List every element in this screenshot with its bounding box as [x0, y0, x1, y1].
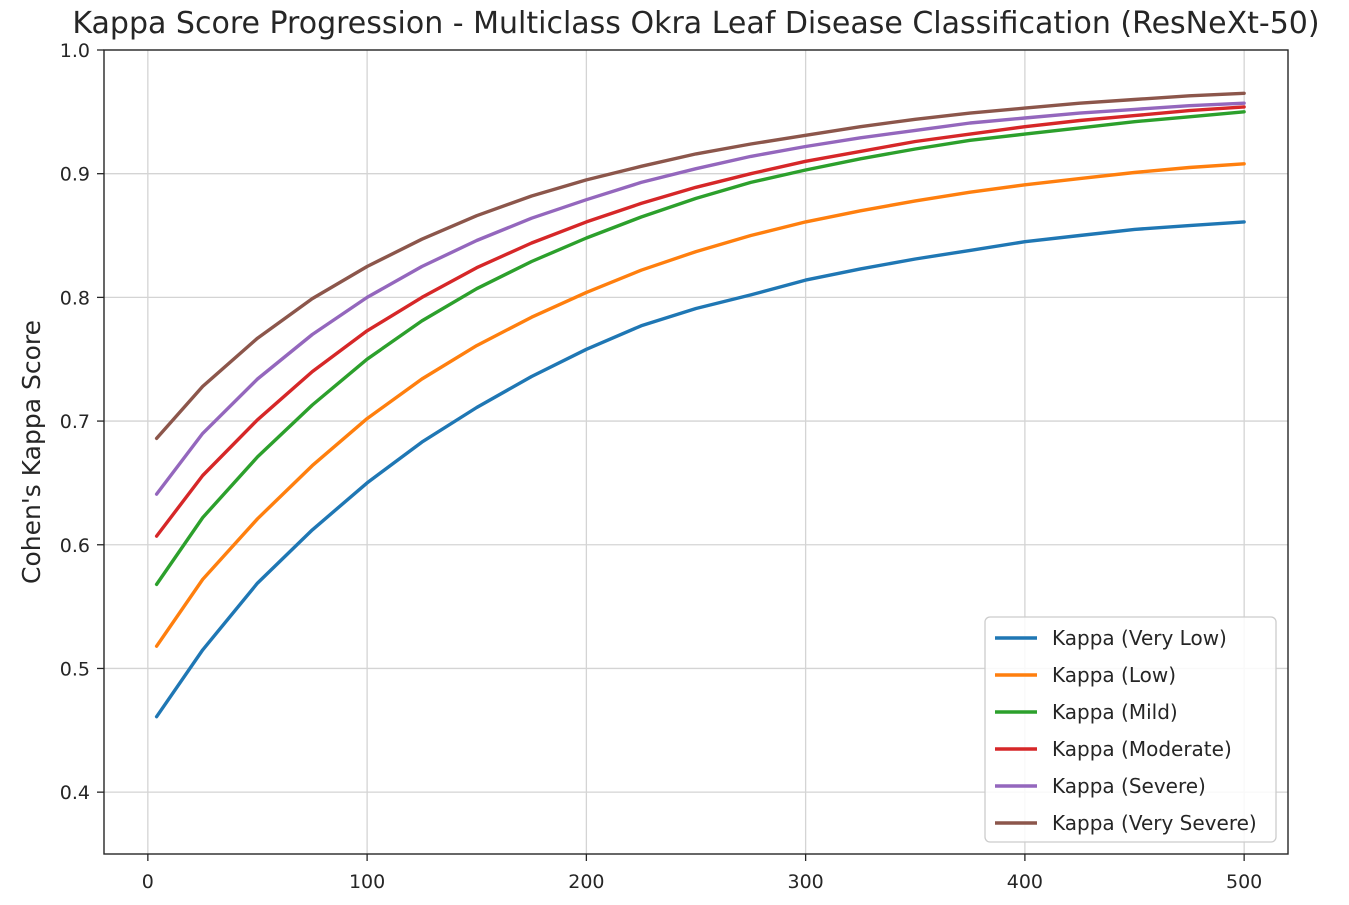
x-tick-label: 400 — [1007, 871, 1043, 893]
series-line-0 — [154, 220, 1246, 719]
plot-frame — [103, 49, 1289, 855]
x-tick-label: 0 — [142, 871, 154, 893]
legend-label: Kappa (Mild) — [1052, 700, 1178, 724]
x-tick-label: 500 — [1226, 871, 1262, 893]
x-tick-label: 300 — [787, 871, 823, 893]
legend-box — [984, 616, 1277, 843]
legend-label: Kappa (Very Severe) — [1052, 811, 1257, 835]
legend-label: Kappa (Very Low) — [1052, 626, 1227, 650]
legend-label: Kappa (Low) — [1052, 663, 1176, 687]
series-line-4 — [154, 101, 1246, 496]
axis-ticks: 0 100 200 300 400 500 0.4 0.5 0.6 0.7 0.8 0.9 1.0 — [60, 40, 1262, 893]
legend-label: Kappa (Moderate) — [1052, 737, 1232, 761]
y-tick-label: 0.9 — [60, 164, 90, 186]
legend-label: Kappa (Severe) — [1052, 774, 1206, 798]
y-tick-label: 0.7 — [60, 411, 90, 433]
chart-title: Kappa Score Progression - Multiclass Okr… — [72, 6, 1319, 41]
series-lines — [154, 91, 1246, 719]
y-tick-label: 0.6 — [60, 535, 90, 557]
series-line-2 — [154, 110, 1246, 587]
y-tick-label: 1.0 — [60, 40, 90, 62]
series-line-3 — [154, 105, 1246, 538]
y-axis-label: Cohen's Kappa Score — [17, 320, 46, 584]
legend: Kappa (Very Low) Kappa (Low) Kappa (Mild) K… — [984, 616, 1277, 843]
y-tick-label: 0.8 — [60, 287, 90, 309]
series-line-1 — [154, 162, 1246, 648]
y-tick-label: 0.5 — [60, 658, 90, 680]
y-tick-label: 0.4 — [60, 782, 90, 804]
x-tick-label: 200 — [568, 871, 604, 893]
series-line-5 — [154, 91, 1246, 441]
x-tick-label: 100 — [349, 871, 385, 893]
